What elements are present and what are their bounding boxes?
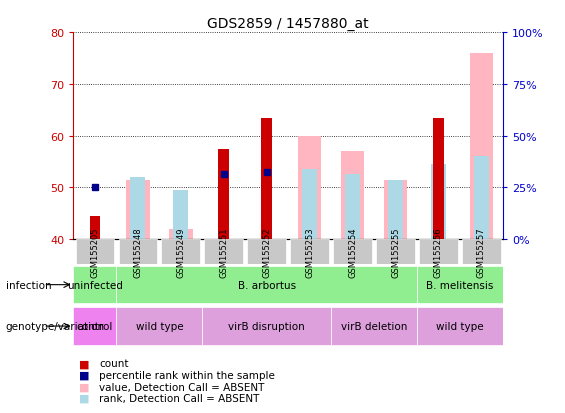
- Bar: [431, 165, 446, 240]
- Text: GSM155255: GSM155255: [391, 227, 400, 277]
- Text: control: control: [77, 321, 113, 331]
- Text: wild type: wild type: [136, 321, 183, 331]
- Text: wild type: wild type: [436, 321, 484, 331]
- Text: GSM155253: GSM155253: [305, 227, 314, 277]
- Text: GSM155252: GSM155252: [262, 227, 271, 277]
- Text: GSM155256: GSM155256: [434, 227, 443, 277]
- FancyBboxPatch shape: [76, 240, 114, 264]
- Bar: [218, 149, 229, 240]
- Text: genotype/variation: genotype/variation: [6, 321, 105, 331]
- Text: count: count: [99, 358, 128, 368]
- FancyBboxPatch shape: [73, 266, 116, 304]
- Text: percentile rank within the sample: percentile rank within the sample: [99, 370, 275, 380]
- Text: GSM155257: GSM155257: [477, 227, 486, 277]
- FancyBboxPatch shape: [162, 240, 200, 264]
- Text: ■: ■: [79, 393, 90, 403]
- Text: virB disruption: virB disruption: [228, 321, 305, 331]
- Bar: [89, 216, 101, 240]
- Bar: [298, 136, 321, 240]
- FancyBboxPatch shape: [205, 240, 243, 264]
- Text: ■: ■: [79, 370, 90, 380]
- FancyBboxPatch shape: [116, 266, 417, 304]
- Bar: [126, 180, 150, 240]
- Text: uninfected: uninfected: [67, 280, 123, 290]
- Title: GDS2859 / 1457880_at: GDS2859 / 1457880_at: [207, 17, 369, 31]
- FancyBboxPatch shape: [202, 308, 331, 345]
- Bar: [173, 190, 188, 240]
- Text: ■: ■: [79, 382, 90, 392]
- Bar: [433, 118, 444, 240]
- FancyBboxPatch shape: [116, 308, 202, 345]
- FancyBboxPatch shape: [376, 240, 415, 264]
- Text: GSM155205: GSM155205: [90, 227, 99, 277]
- FancyBboxPatch shape: [462, 240, 501, 264]
- Bar: [470, 54, 493, 240]
- Text: GSM155249: GSM155249: [176, 227, 185, 277]
- Bar: [261, 118, 272, 240]
- Bar: [131, 178, 145, 240]
- Bar: [474, 157, 489, 240]
- FancyBboxPatch shape: [331, 308, 417, 345]
- Bar: [169, 229, 193, 240]
- Bar: [384, 180, 407, 240]
- Bar: [341, 152, 364, 240]
- FancyBboxPatch shape: [119, 240, 157, 264]
- Bar: [302, 170, 317, 240]
- Bar: [345, 175, 360, 240]
- FancyBboxPatch shape: [417, 266, 503, 304]
- FancyBboxPatch shape: [419, 240, 458, 264]
- Text: rank, Detection Call = ABSENT: rank, Detection Call = ABSENT: [99, 393, 259, 403]
- FancyBboxPatch shape: [247, 240, 286, 264]
- FancyBboxPatch shape: [333, 240, 372, 264]
- Text: virB deletion: virB deletion: [341, 321, 407, 331]
- Text: B. melitensis: B. melitensis: [426, 280, 494, 290]
- Text: GSM155248: GSM155248: [133, 227, 142, 277]
- FancyBboxPatch shape: [290, 240, 329, 264]
- Text: ■: ■: [79, 358, 90, 368]
- FancyBboxPatch shape: [417, 308, 503, 345]
- Text: value, Detection Call = ABSENT: value, Detection Call = ABSENT: [99, 382, 264, 392]
- FancyBboxPatch shape: [73, 308, 116, 345]
- Text: infection: infection: [6, 280, 51, 290]
- Text: GSM155251: GSM155251: [219, 227, 228, 277]
- Bar: [388, 180, 403, 240]
- Text: GSM155254: GSM155254: [348, 227, 357, 277]
- Text: B. arbortus: B. arbortus: [238, 280, 295, 290]
